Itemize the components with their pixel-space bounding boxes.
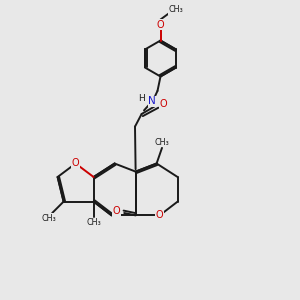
Text: O: O <box>159 99 167 109</box>
Text: CH₃: CH₃ <box>42 214 57 223</box>
Text: N: N <box>148 96 156 106</box>
Text: CH₃: CH₃ <box>86 218 101 227</box>
Text: H: H <box>138 94 145 103</box>
Text: O: O <box>72 158 80 169</box>
Text: O: O <box>157 20 164 30</box>
Text: O: O <box>113 206 121 216</box>
Text: O: O <box>156 210 164 220</box>
Text: CH₃: CH₃ <box>169 5 184 14</box>
Text: CH₃: CH₃ <box>154 138 169 147</box>
